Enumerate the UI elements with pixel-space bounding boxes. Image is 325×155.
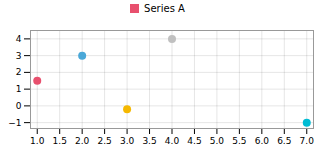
svg-text:3: 3 — [16, 51, 22, 61]
svg-text:1: 1 — [16, 84, 22, 94]
svg-text:1.0: 1.0 — [30, 136, 45, 146]
svg-text:0: 0 — [16, 101, 22, 111]
html-text:Series A: Series A — [144, 3, 185, 14]
svg-text:3.5: 3.5 — [142, 136, 156, 146]
svg-text:6.0: 6.0 — [255, 136, 270, 146]
svg-text:5.0: 5.0 — [210, 136, 225, 146]
svg-text:6.5: 6.5 — [277, 136, 291, 146]
svg-text:2.5: 2.5 — [97, 136, 111, 146]
svg-text:3.0: 3.0 — [120, 136, 135, 146]
svg-text:1.5: 1.5 — [53, 136, 67, 146]
svg-text:4: 4 — [16, 34, 22, 44]
svg-text:2.0: 2.0 — [75, 136, 90, 146]
svg-text:5.5: 5.5 — [232, 136, 246, 146]
svg-text:4.5: 4.5 — [187, 136, 201, 146]
svg-text:4.0: 4.0 — [165, 136, 180, 146]
svg-text:7.0: 7.0 — [300, 136, 315, 146]
svg-text:−1: −1 — [8, 118, 21, 128]
svg-text:2: 2 — [16, 67, 22, 77]
